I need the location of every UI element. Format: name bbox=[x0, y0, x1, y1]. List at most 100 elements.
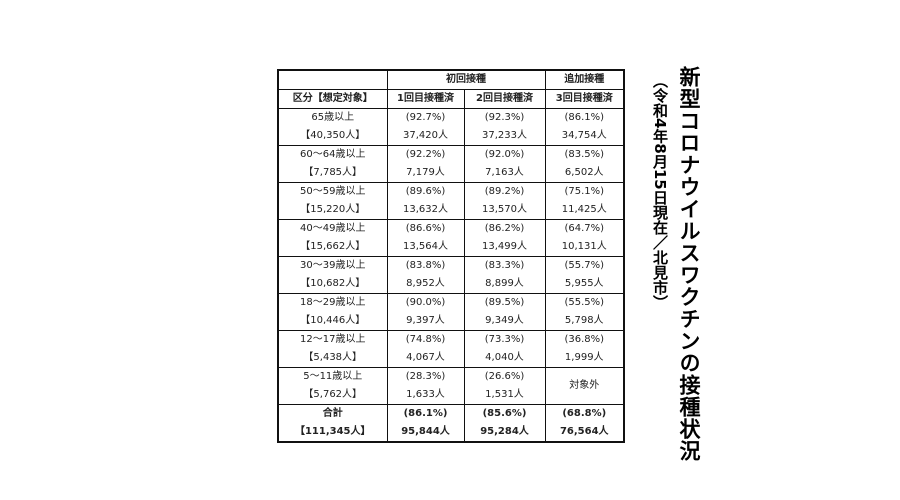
table-row: 【15,662人】 13,564人 13,499人 10,131人 bbox=[277, 238, 625, 257]
target-population: 【5,438人】 bbox=[277, 349, 388, 368]
target-population: 【15,662人】 bbox=[277, 238, 388, 257]
dose1-percent: (74.8%) bbox=[386, 330, 465, 349]
header-dose1: 1回目接種済 bbox=[386, 89, 465, 109]
dose1-percent: (86.6%) bbox=[386, 219, 465, 238]
dose1-count: 37,420人 bbox=[386, 127, 465, 146]
age-label: 65歳以上 bbox=[277, 108, 388, 127]
target-population: 【10,446人】 bbox=[277, 312, 388, 331]
dose3-count: 5,798人 bbox=[544, 312, 625, 331]
dose3-count: 5,955人 bbox=[544, 275, 625, 294]
dose3-count: 1,999人 bbox=[544, 349, 625, 368]
dose3-count: 10,131人 bbox=[544, 238, 625, 257]
dose3-percent: (55.5%) bbox=[544, 293, 625, 312]
dose3-percent: (55.7%) bbox=[544, 256, 625, 275]
dose2-percent: (26.6%) bbox=[463, 367, 546, 386]
dose1-count: 13,632人 bbox=[386, 201, 465, 220]
vaccination-table: 初回接種 追加接種 区分【想定対象】 1回目接種済 2回目接種済 3回目接種済 … bbox=[277, 69, 625, 443]
dose1-percent: (90.0%) bbox=[386, 293, 465, 312]
target-population: 【7,785人】 bbox=[277, 164, 388, 183]
header-group-row: 初回接種 追加接種 bbox=[277, 70, 625, 90]
table-row: 30～39歳以上 (83.8%) (83.3%) (55.7%) bbox=[277, 256, 625, 275]
dose1-count: 13,564人 bbox=[386, 238, 465, 257]
dose2-count: 13,570人 bbox=[463, 201, 546, 220]
table-row: 12～17歳以上 (74.8%) (73.3%) (36.8%) bbox=[277, 330, 625, 349]
dose2-percent: (73.3%) bbox=[463, 330, 546, 349]
page-title: 新型コロナウイルスワクチンの接種状況 bbox=[677, 66, 701, 462]
dose2-percent: (92.3%) bbox=[463, 108, 546, 127]
table-row: 40～49歳以上 (86.6%) (86.2%) (64.7%) bbox=[277, 219, 625, 238]
dose3-percent: (68.8%) bbox=[544, 404, 625, 423]
table-row: 合計 (86.1%) (85.6%) (68.8%) bbox=[277, 404, 625, 423]
dose1-count: 4,067人 bbox=[386, 349, 465, 368]
dose1-count: 95,844人 bbox=[386, 423, 465, 442]
dose1-percent: (86.1%) bbox=[386, 404, 465, 423]
table-row: 【111,345人】 95,844人 95,284人 76,564人 bbox=[277, 423, 625, 442]
target-population: 【15,220人】 bbox=[277, 201, 388, 220]
dose1-percent: (28.3%) bbox=[386, 367, 465, 386]
dose2-count: 8,899人 bbox=[463, 275, 546, 294]
dose2-percent: (83.3%) bbox=[463, 256, 546, 275]
header-column-row: 区分【想定対象】 1回目接種済 2回目接種済 3回目接種済 bbox=[277, 89, 625, 109]
table-row: 【40,350人】 37,420人 37,233人 34,754人 bbox=[277, 127, 625, 146]
table-row: 65歳以上 (92.7%) (92.3%) (86.1%) bbox=[277, 108, 625, 127]
table-row: 【5,438人】 4,067人 4,040人 1,999人 bbox=[277, 349, 625, 368]
dose2-percent: (89.5%) bbox=[463, 293, 546, 312]
dose1-percent: (92.7%) bbox=[386, 108, 465, 127]
dose2-count: 95,284人 bbox=[463, 423, 546, 442]
dose2-count: 7,163人 bbox=[463, 164, 546, 183]
target-population: 【40,350人】 bbox=[277, 127, 388, 146]
dose3-percent: (64.7%) bbox=[544, 219, 625, 238]
dose2-percent: (85.6%) bbox=[463, 404, 546, 423]
table-row: 5～11歳以上 (28.3%) (26.6%) 対象外 bbox=[277, 367, 625, 405]
dose3-count: 76,564人 bbox=[544, 423, 625, 442]
table-row: 【7,785人】 7,179人 7,163人 6,502人 bbox=[277, 164, 625, 183]
dose1-count: 7,179人 bbox=[386, 164, 465, 183]
table-row: 【5,762人】 1,633人 1,531人 bbox=[277, 386, 624, 405]
dose2-percent: (86.2%) bbox=[463, 219, 546, 238]
age-label: 合計 bbox=[277, 404, 388, 423]
dose3-percent: (75.1%) bbox=[544, 182, 625, 201]
dose1-count: 9,397人 bbox=[386, 312, 465, 331]
target-population: 【111,345人】 bbox=[277, 423, 388, 442]
dose1-percent: (92.2%) bbox=[386, 145, 465, 164]
age-label: 30～39歳以上 bbox=[277, 256, 388, 275]
target-population: 【10,682人】 bbox=[277, 275, 388, 294]
table-row: 【15,220人】 13,632人 13,570人 11,425人 bbox=[277, 201, 625, 220]
dose3-percent: (83.5%) bbox=[544, 145, 625, 164]
dose3-count: 34,754人 bbox=[544, 127, 625, 146]
header-dose2: 2回目接種済 bbox=[463, 89, 546, 109]
dose3-percent: (36.8%) bbox=[544, 330, 625, 349]
header-blank bbox=[277, 70, 388, 90]
header-booster-group: 追加接種 bbox=[544, 70, 625, 90]
dose2-count: 1,531人 bbox=[463, 386, 546, 405]
age-label: 5～11歳以上 bbox=[277, 367, 388, 386]
dose1-percent: (89.6%) bbox=[386, 182, 465, 201]
age-label: 50～59歳以上 bbox=[277, 182, 388, 201]
dose3-not-applicable: 対象外 bbox=[544, 367, 625, 405]
table-row: 【10,682人】 8,952人 8,899人 5,955人 bbox=[277, 275, 625, 294]
page-subtitle: （令和4年8月15日現在／北見市） bbox=[651, 73, 669, 310]
dose3-count: 11,425人 bbox=[544, 201, 625, 220]
age-label: 18～29歳以上 bbox=[277, 293, 388, 312]
dose2-percent: (92.0%) bbox=[463, 145, 546, 164]
header-dose3: 3回目接種済 bbox=[544, 89, 625, 109]
dose1-percent: (83.8%) bbox=[386, 256, 465, 275]
dose2-percent: (89.2%) bbox=[463, 182, 546, 201]
dose1-count: 8,952人 bbox=[386, 275, 465, 294]
table-row: 50～59歳以上 (89.6%) (89.2%) (75.1%) bbox=[277, 182, 625, 201]
table-row: 18～29歳以上 (90.0%) (89.5%) (55.5%) bbox=[277, 293, 625, 312]
dose2-count: 37,233人 bbox=[463, 127, 546, 146]
header-initial-group: 初回接種 bbox=[386, 70, 546, 90]
age-label: 40～49歳以上 bbox=[277, 219, 388, 238]
dose2-count: 4,040人 bbox=[463, 349, 546, 368]
table-row: 60～64歳以上 (92.2%) (92.0%) (83.5%) bbox=[277, 145, 625, 164]
dose3-count: 6,502人 bbox=[544, 164, 625, 183]
dose1-count: 1,633人 bbox=[386, 386, 465, 405]
age-label: 12～17歳以上 bbox=[277, 330, 388, 349]
age-label: 60～64歳以上 bbox=[277, 145, 388, 164]
dose2-count: 9,349人 bbox=[463, 312, 546, 331]
target-population: 【5,762人】 bbox=[277, 386, 388, 405]
header-category: 区分【想定対象】 bbox=[277, 89, 388, 109]
table-row: 【10,446人】 9,397人 9,349人 5,798人 bbox=[277, 312, 625, 331]
dose3-percent: (86.1%) bbox=[544, 108, 625, 127]
